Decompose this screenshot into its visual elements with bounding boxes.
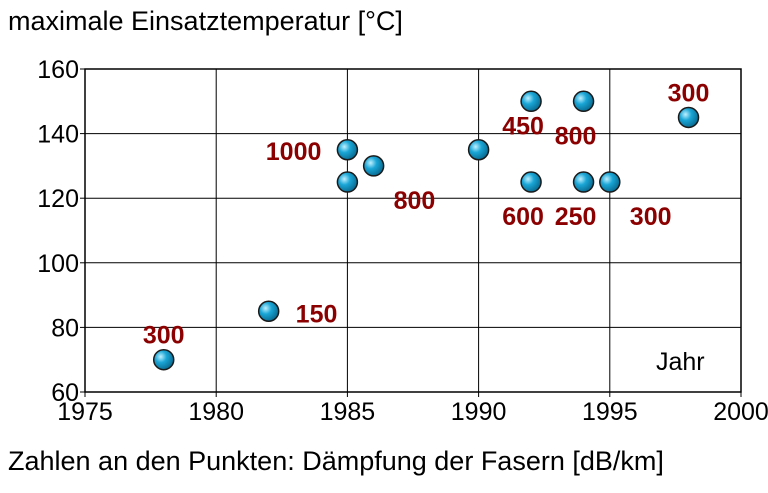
y-tick-label: 160 bbox=[37, 56, 79, 84]
y-axis-title: maximale Einsatztemperatur [°C] bbox=[8, 6, 403, 36]
y-tick-label: 140 bbox=[37, 121, 79, 149]
data-point bbox=[362, 155, 385, 177]
x-axis-title: Jahr bbox=[656, 348, 705, 376]
point-labels: 300 150 1000 800 450 600 800 250 300 300 bbox=[143, 79, 710, 349]
x-tick-label: 1980 bbox=[188, 398, 244, 426]
y-tick-label: 60 bbox=[51, 379, 79, 407]
point-label: 450 bbox=[502, 112, 544, 140]
data-point bbox=[599, 171, 621, 193]
point-label: 300 bbox=[668, 79, 710, 107]
point-label: 150 bbox=[296, 300, 338, 328]
x-tick-label: 1995 bbox=[582, 398, 638, 426]
point-label: 800 bbox=[394, 187, 436, 215]
data-point bbox=[336, 171, 359, 193]
axes bbox=[84, 68, 742, 393]
point-label: 300 bbox=[143, 322, 185, 350]
chart-caption: Zahlen an den Punkten: Dämpfung der Fase… bbox=[8, 446, 664, 476]
x-axis-label-background bbox=[648, 343, 730, 377]
data-point bbox=[467, 139, 490, 161]
data-point bbox=[152, 348, 175, 371]
data-point bbox=[572, 171, 595, 193]
x-axis-label-box: Jahr bbox=[648, 343, 730, 377]
point-label: 1000 bbox=[266, 138, 322, 166]
point-label: 600 bbox=[502, 203, 544, 231]
data-point bbox=[572, 90, 595, 113]
data-point bbox=[257, 300, 280, 322]
tick-labels: 60 80 100 120 140 160 1975 1980 1985 1990 1995 2000 bbox=[37, 56, 768, 426]
point-label: 800 bbox=[555, 122, 597, 150]
y-tick-label: 80 bbox=[51, 314, 79, 342]
data-point bbox=[520, 171, 542, 193]
x-tick-label: 1975 bbox=[57, 398, 113, 426]
y-tick-label: 120 bbox=[37, 185, 79, 213]
x-tick-label: 1990 bbox=[451, 398, 507, 426]
point-label: 250 bbox=[555, 203, 597, 231]
plot-frame bbox=[84, 68, 742, 393]
x-tick-label: 2000 bbox=[713, 398, 768, 426]
point-label: 300 bbox=[630, 203, 672, 231]
x-tick-label: 1985 bbox=[320, 398, 376, 426]
data-point bbox=[677, 106, 700, 129]
data-point bbox=[336, 139, 359, 161]
data-point bbox=[520, 90, 542, 113]
y-tick-label: 100 bbox=[37, 250, 79, 278]
data-points bbox=[152, 90, 700, 371]
